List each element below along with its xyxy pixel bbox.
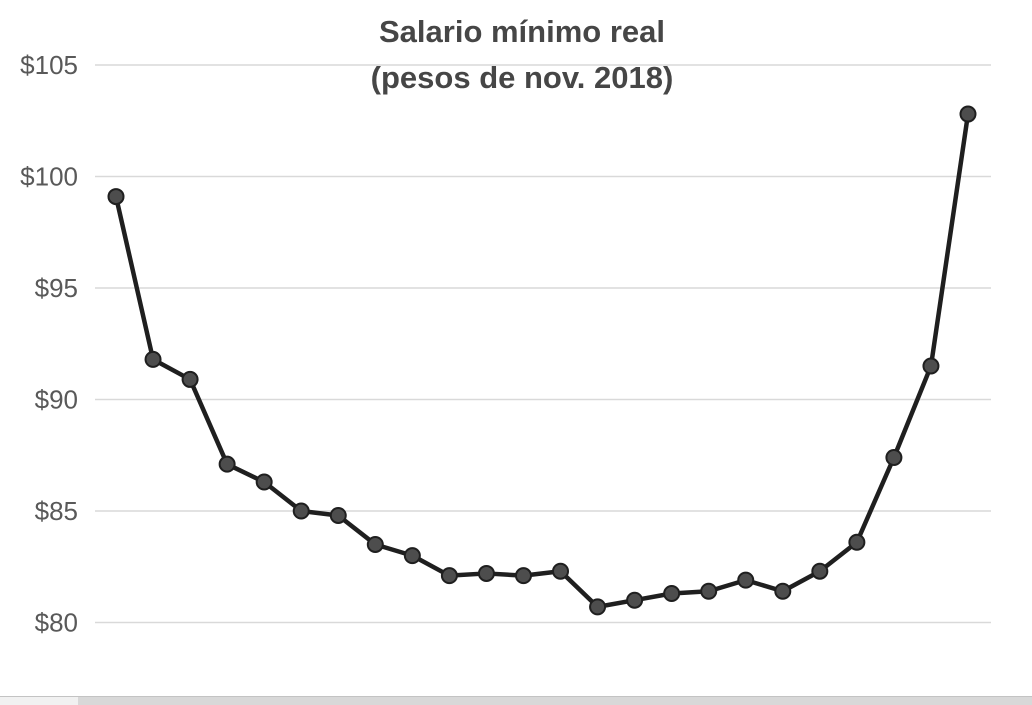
- data-point-1997: [144, 350, 162, 368]
- data-point-2015: [811, 562, 829, 580]
- data-point-2017: [885, 448, 903, 466]
- y-axis-label: $80: [35, 608, 78, 638]
- data-point-2003: [366, 535, 384, 553]
- data-point-2007: [514, 567, 532, 585]
- data-point-2004: [403, 547, 421, 565]
- data-point-2009: [589, 598, 607, 616]
- data-point-2008: [552, 562, 570, 580]
- data-point-2012: [700, 582, 718, 600]
- data-point-2002: [329, 506, 347, 524]
- horizontal-scrollbar-thumb[interactable]: [0, 697, 78, 705]
- data-point-2006: [477, 564, 495, 582]
- data-point-2005: [440, 567, 458, 585]
- data-point-2019: [959, 105, 977, 123]
- data-point-1998: [181, 370, 199, 388]
- series-line: [113, 111, 971, 610]
- data-point-2011: [663, 585, 681, 603]
- gridlines: [95, 64, 991, 624]
- y-axis-label: $105: [20, 50, 78, 80]
- data-point-1996: [107, 188, 125, 206]
- data-point-1999: [218, 455, 236, 473]
- data-point-2013: [737, 571, 755, 589]
- data-point-2014: [774, 582, 792, 600]
- series-markers: [107, 105, 977, 616]
- data-point-2010: [626, 591, 644, 609]
- horizontal-scrollbar-track[interactable]: [0, 696, 1032, 705]
- data-point-2018: [922, 357, 940, 375]
- data-point-2000: [255, 473, 273, 491]
- data-point-2016: [848, 533, 866, 551]
- y-axis-label: $95: [35, 273, 78, 303]
- data-point-2001: [292, 502, 310, 520]
- y-axis-label: $90: [35, 385, 78, 415]
- y-axis-label: $100: [20, 162, 78, 192]
- y-axis-labels: $105 $100 $95 $90 $85 $80: [20, 50, 78, 638]
- y-axis-label: $85: [35, 496, 78, 526]
